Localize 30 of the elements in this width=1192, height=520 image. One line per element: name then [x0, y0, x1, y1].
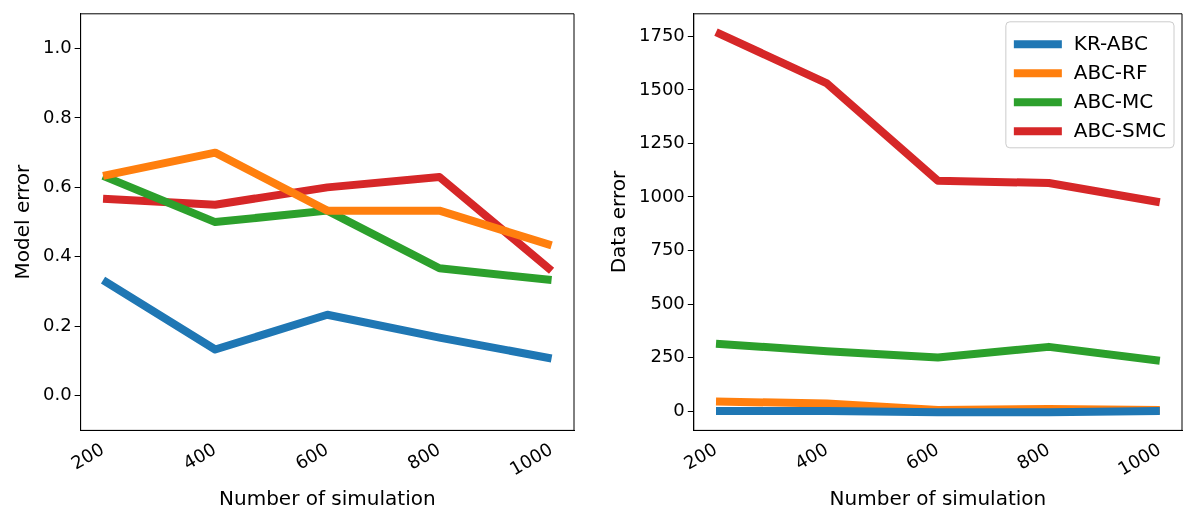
y-tick-label: 1500 — [639, 77, 685, 99]
y-tick-label: 250 — [650, 345, 685, 367]
y-tick-label: 0.8 — [42, 105, 72, 127]
legend-label: ABC-SMC — [1073, 117, 1167, 142]
x-tick-label: 400 — [791, 438, 832, 474]
x-tick-label: 600 — [902, 438, 943, 474]
y-tick-label: 750 — [650, 238, 685, 260]
x-tick-label: 800 — [1012, 438, 1054, 474]
x-axis-title: Number of simulation — [219, 486, 436, 511]
y-tick-label: 0.0 — [42, 383, 72, 405]
y-axis-title: Model error — [10, 163, 35, 280]
legend-label: KR-ABC — [1073, 30, 1148, 55]
x-tick-label: 800 — [403, 438, 444, 474]
y-tick-label: 1750 — [639, 23, 685, 45]
y-tick-label: 0.4 — [42, 244, 72, 266]
y-tick-label: 500 — [650, 291, 685, 313]
y-tick-label: 1000 — [639, 184, 685, 206]
y-tick-label: 0 — [673, 398, 685, 420]
legend-label: ABC-MC — [1073, 88, 1154, 113]
y-tick-label: 1.0 — [42, 36, 72, 58]
legend-label: ABC-RF — [1073, 59, 1148, 84]
y-axis-title: Data error — [606, 170, 631, 274]
x-axis-title: Number of simulation — [829, 486, 1047, 511]
x-tick-label: 200 — [67, 438, 108, 474]
x-tick-label: 400 — [179, 438, 220, 474]
x-tick-label: 600 — [291, 438, 332, 474]
x-tick-label: 200 — [680, 438, 721, 474]
y-tick-label: 0.6 — [42, 175, 72, 197]
y-tick-label: 1250 — [639, 131, 685, 153]
y-tick-label: 0.2 — [42, 313, 72, 335]
